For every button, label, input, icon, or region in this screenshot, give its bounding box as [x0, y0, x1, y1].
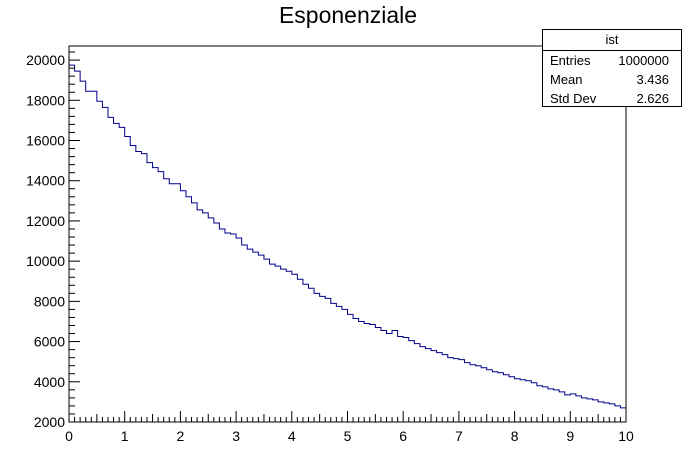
y-tick-label: 10000 [26, 253, 65, 269]
x-tick-label: 7 [455, 428, 463, 444]
x-tick-label: 2 [177, 428, 185, 444]
y-tick-label: 4000 [34, 374, 65, 390]
stats-label: Entries [550, 53, 591, 68]
stats-row-mean: Mean 3.436 [543, 70, 681, 89]
chart-title: Esponenziale [278, 2, 418, 28]
x-tick-label: 10 [618, 428, 634, 444]
stats-row-stddev: Std Dev 2.626 [543, 89, 681, 108]
stats-value: 1000000 [618, 53, 669, 68]
x-tick-label: 1 [121, 428, 129, 444]
x-tick-label: 9 [566, 428, 574, 444]
x-tick-label: 8 [511, 428, 519, 444]
x-tick-label: 6 [399, 428, 407, 444]
stats-value: 3.436 [636, 72, 669, 87]
stats-row-entries: Entries 1000000 [543, 51, 681, 70]
histogram-line-group [68, 64, 627, 422]
histogram-series-line [68, 64, 627, 422]
y-axis: 2000 4000 6000 8000 10000 12000 14000 16000 1800… [26, 51, 80, 430]
x-tick-label: 5 [344, 428, 352, 444]
stats-label: Std Dev [550, 91, 597, 106]
x-axis: 0 1 2 3 4 5 6 7 8 9 10 [65, 411, 634, 444]
y-tick-label: 12000 [26, 213, 65, 229]
y-tick-label: 20000 [26, 52, 65, 68]
y-tick-label: 2000 [34, 414, 65, 430]
y-tick-label: 18000 [26, 92, 65, 108]
x-tick-label: 0 [65, 428, 73, 444]
stats-box-title: ist [543, 30, 681, 51]
x-tick-label: 3 [232, 428, 240, 444]
x-tick-label: 4 [288, 428, 296, 444]
y-tick-label: 6000 [34, 334, 65, 350]
stats-box: ist Entries 1000000 Mean 3.436 Std Dev 2… [542, 29, 682, 107]
y-tick-label: 14000 [26, 173, 65, 189]
stats-label: Mean [550, 72, 583, 87]
y-tick-label: 16000 [26, 133, 65, 149]
stats-value: 2.626 [636, 91, 669, 106]
y-tick-label: 8000 [34, 293, 65, 309]
